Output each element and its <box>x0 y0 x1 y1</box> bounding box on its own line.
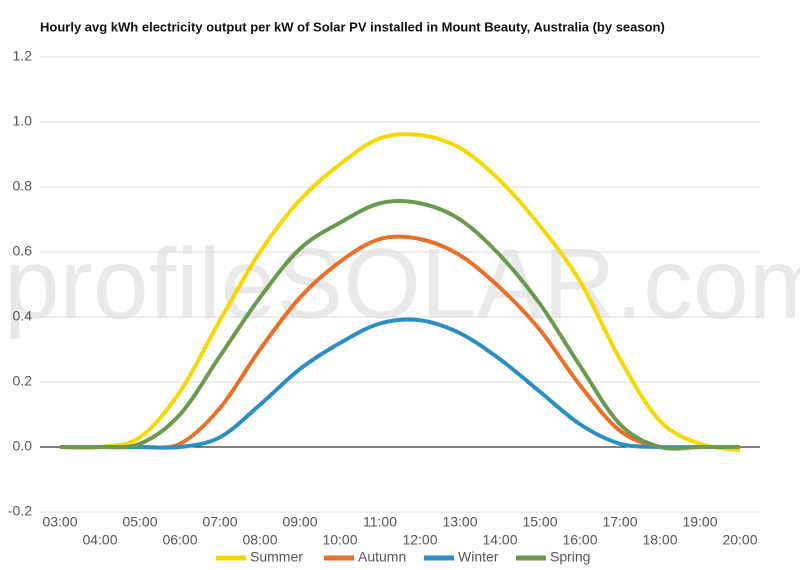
x-tick-label: 10:00 <box>322 532 357 548</box>
x-tick-label: 20:00 <box>722 532 757 548</box>
series-line <box>59 132 741 453</box>
x-tick-label: 14:00 <box>482 532 517 548</box>
y-tick-label: 0.2 <box>13 373 33 389</box>
x-tick-label: 15:00 <box>522 514 557 530</box>
x-tick-label: 19:00 <box>682 514 717 530</box>
chart-title: Hourly avg kWh electricity output per kW… <box>40 19 665 34</box>
legend-label: Spring <box>550 549 590 565</box>
legend-label: Autumn <box>358 549 406 565</box>
x-tick-label: 11:00 <box>363 514 397 530</box>
watermark: profileSOLAR.com <box>4 228 800 340</box>
x-tick-label: 03:00 <box>42 514 77 530</box>
legend-label: Winter <box>458 549 499 565</box>
x-tick-label: 07:00 <box>202 514 237 530</box>
x-tick-label: 16:00 <box>562 532 597 548</box>
legend-label: Summer <box>250 549 303 565</box>
x-tick-label: 08:00 <box>242 532 277 548</box>
series-line <box>60 317 740 450</box>
y-tick-label: 0.4 <box>13 308 33 324</box>
x-tick-label: 04:00 <box>82 532 117 548</box>
y-tick-label: 1.2 <box>13 48 33 64</box>
x-tick-label: 12:00 <box>402 532 437 548</box>
y-tick-label: -0.2 <box>8 503 32 519</box>
series-line <box>59 199 740 451</box>
x-tick-label: 13:00 <box>442 514 477 530</box>
y-tick-label: 0.0 <box>13 438 33 454</box>
x-tick-label: 09:00 <box>282 514 317 530</box>
y-tick-label: 0.8 <box>13 178 33 194</box>
x-tick-label: 17:00 <box>602 514 637 530</box>
x-tick-label: 18:00 <box>642 532 677 548</box>
series-line <box>60 234 740 451</box>
x-tick-label: 06:00 <box>162 532 197 548</box>
x-tick-label: 05:00 <box>122 514 157 530</box>
y-tick-label: 1.0 <box>13 113 33 129</box>
y-tick-label: 0.6 <box>13 243 33 259</box>
